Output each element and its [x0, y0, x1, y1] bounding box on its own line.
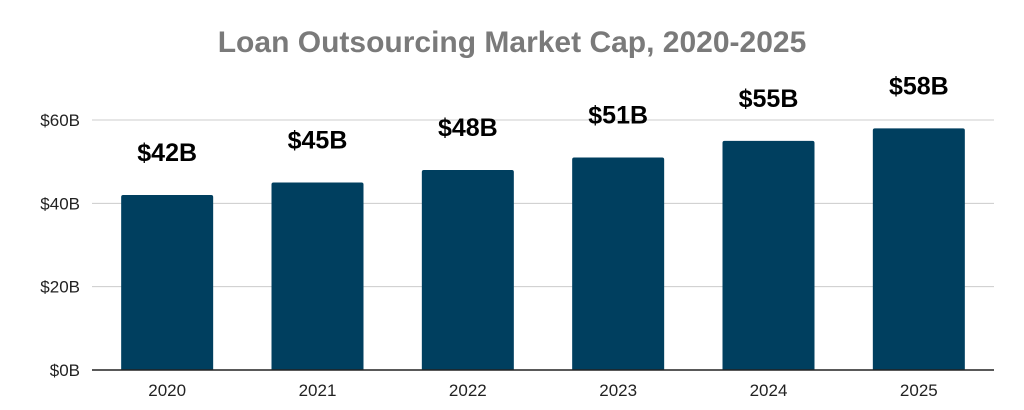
x-tick-label: 2021 [299, 381, 337, 400]
x-tick-label: 2020 [148, 381, 186, 400]
y-tick-label: $20B [40, 278, 80, 297]
bar-2020 [121, 195, 214, 370]
gridlines [92, 119, 994, 288]
x-tick-label: 2025 [900, 381, 938, 400]
data-label-2024: $55B [739, 85, 799, 113]
bar-2023 [572, 157, 665, 370]
data-label-2025: $58B [889, 72, 949, 100]
bar-2021 [271, 182, 364, 370]
data-label-2021: $45B [288, 127, 348, 155]
y-tick-label: $0B [50, 361, 80, 380]
x-axis-ticks: 2020 2021 2022 2023 2024 2025 [148, 381, 937, 400]
chart-title: Loan Outsourcing Market Cap, 2020-2025 [218, 26, 807, 59]
y-axis-ticks: $0B $20B $40B $60B [40, 111, 80, 380]
x-tick-label: 2024 [750, 381, 788, 400]
bars [121, 128, 965, 370]
data-label-2022: $48B [438, 114, 498, 142]
y-tick-label: $60B [40, 111, 80, 130]
x-tick-label: 2022 [449, 381, 487, 400]
data-label-2023: $51B [588, 102, 648, 130]
data-label-2020: $42B [137, 139, 197, 167]
bar-2025 [872, 128, 965, 370]
data-labels: $42B $45B $48B $51B $55B $58B [137, 72, 948, 167]
bar-2024 [722, 140, 815, 370]
x-tick-label: 2023 [599, 381, 637, 400]
y-tick-label: $40B [40, 194, 80, 213]
bar-2022 [421, 170, 514, 370]
